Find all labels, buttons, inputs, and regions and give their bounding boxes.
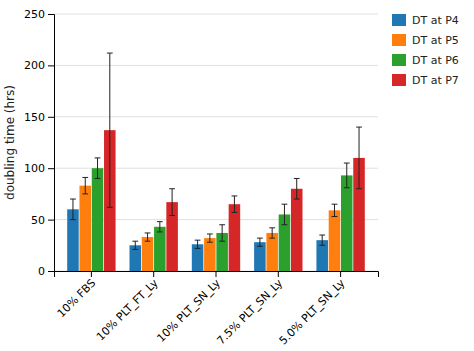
legend-label: DT at P7 xyxy=(412,74,459,87)
x-tick-mark xyxy=(216,271,217,277)
bar xyxy=(92,168,104,271)
error-bar xyxy=(195,240,201,248)
marks xyxy=(67,53,365,271)
error-bar xyxy=(169,189,175,216)
y-tick: 200 xyxy=(24,59,54,72)
x-tick-mark xyxy=(278,271,279,277)
x-tick: 7.5% PLT_SN_Ly xyxy=(214,271,285,347)
bar xyxy=(329,210,341,271)
bar-series xyxy=(92,158,353,271)
y-tick-label: 250 xyxy=(24,8,45,21)
error-bar xyxy=(232,196,238,212)
x-tick: 5.0% PLT_SN_Ly xyxy=(277,271,348,347)
y-tick: 100 xyxy=(24,162,54,175)
error-bar xyxy=(207,234,213,242)
x-tick-label: 10% PLT_SN_Ly xyxy=(155,276,224,345)
legend-swatch xyxy=(392,74,406,86)
error-bar xyxy=(132,241,138,249)
x-axis-line xyxy=(55,272,379,278)
x-tick-mark xyxy=(91,271,92,277)
legend-item: DT at P4 xyxy=(392,14,459,27)
bar xyxy=(154,227,166,271)
error-bar xyxy=(257,238,263,246)
error-bar xyxy=(356,127,362,189)
legend-swatch xyxy=(392,34,406,46)
error-bar xyxy=(282,204,288,225)
x-tick-mark xyxy=(153,271,154,277)
y-tick-mark xyxy=(48,168,54,169)
x-axis: 10% FBS10% PLT_FT_Ly10% PLT_SN_Ly7.5% PL… xyxy=(55,271,379,347)
plot: 0 50 100 150 200 250 10% FBS10% PLT_FT_Ly10% P… xyxy=(3,8,459,347)
error-bar xyxy=(219,225,225,241)
chart: 0 50 100 150 200 250 10% FBS10% PLT_FT_Ly10% P… xyxy=(0,0,474,351)
y-axis: 0 50 100 150 200 250 xyxy=(24,8,55,278)
y-tick: 0 xyxy=(38,265,54,278)
legend-label: DT at P4 xyxy=(412,14,459,27)
y-tick: 250 xyxy=(24,8,54,21)
legend: DT at P4 DT at P5 DT at P6 DT at P7 xyxy=(392,14,459,87)
legend-swatch xyxy=(392,14,406,26)
y-tick-mark xyxy=(48,65,54,66)
legend-item: DT at P6 xyxy=(392,54,459,67)
grid-line xyxy=(54,116,378,117)
legend-item: DT at P7 xyxy=(392,74,459,87)
bar-series xyxy=(79,177,340,271)
bar xyxy=(204,238,216,271)
x-tick: 10% PLT_SN_Ly xyxy=(155,271,224,345)
x-tick-label: 5.0% PLT_SN_Ly xyxy=(277,276,348,347)
y-tick-label: 50 xyxy=(31,214,45,227)
bar xyxy=(79,186,91,271)
x-tick-mark xyxy=(340,271,341,277)
error-bar xyxy=(294,178,300,199)
error-bar xyxy=(70,199,76,220)
y-axis-title: doubling time (hrs) xyxy=(3,85,17,200)
x-tick-label: 7.5% PLT_SN_Ly xyxy=(214,276,285,347)
legend-label: DT at P5 xyxy=(412,34,459,47)
bar xyxy=(341,175,353,271)
error-bar xyxy=(145,233,151,241)
y-tick-mark xyxy=(48,220,54,221)
error-bar xyxy=(319,235,325,245)
bar xyxy=(229,204,241,271)
error-bar xyxy=(107,53,113,207)
y-axis-line xyxy=(48,15,55,272)
x-tick-label: 10% FBS xyxy=(55,277,99,321)
x-tick-label: 10% PLT_FT_Ly xyxy=(94,276,161,343)
grid-line xyxy=(54,65,378,66)
y-tick-mark xyxy=(48,14,54,15)
y-tick-label: 150 xyxy=(24,111,45,124)
bar xyxy=(291,189,303,271)
x-tick: 10% PLT_FT_Ly xyxy=(94,271,161,343)
legend-swatch xyxy=(392,54,406,66)
legend-item: DT at P5 xyxy=(392,34,459,47)
bar xyxy=(142,237,154,271)
bar-series xyxy=(104,53,365,271)
y-tick-mark xyxy=(48,271,54,272)
y-tick-label: 0 xyxy=(38,265,45,278)
error-bar xyxy=(332,204,338,216)
y-tick-label: 100 xyxy=(24,162,45,175)
error-bar xyxy=(95,158,101,179)
error-bar xyxy=(269,228,275,238)
bar xyxy=(266,233,278,271)
y-tick-label: 200 xyxy=(24,59,45,72)
grid-line xyxy=(54,14,378,15)
error-bar xyxy=(82,177,88,193)
y-tick-mark xyxy=(48,117,54,118)
legend-label: DT at P6 xyxy=(412,54,459,67)
error-bar xyxy=(157,222,163,232)
y-tick: 50 xyxy=(31,214,54,227)
y-tick: 150 xyxy=(24,111,54,124)
x-tick: 10% FBS xyxy=(55,271,99,320)
grid xyxy=(54,14,378,271)
error-bar xyxy=(344,163,350,188)
